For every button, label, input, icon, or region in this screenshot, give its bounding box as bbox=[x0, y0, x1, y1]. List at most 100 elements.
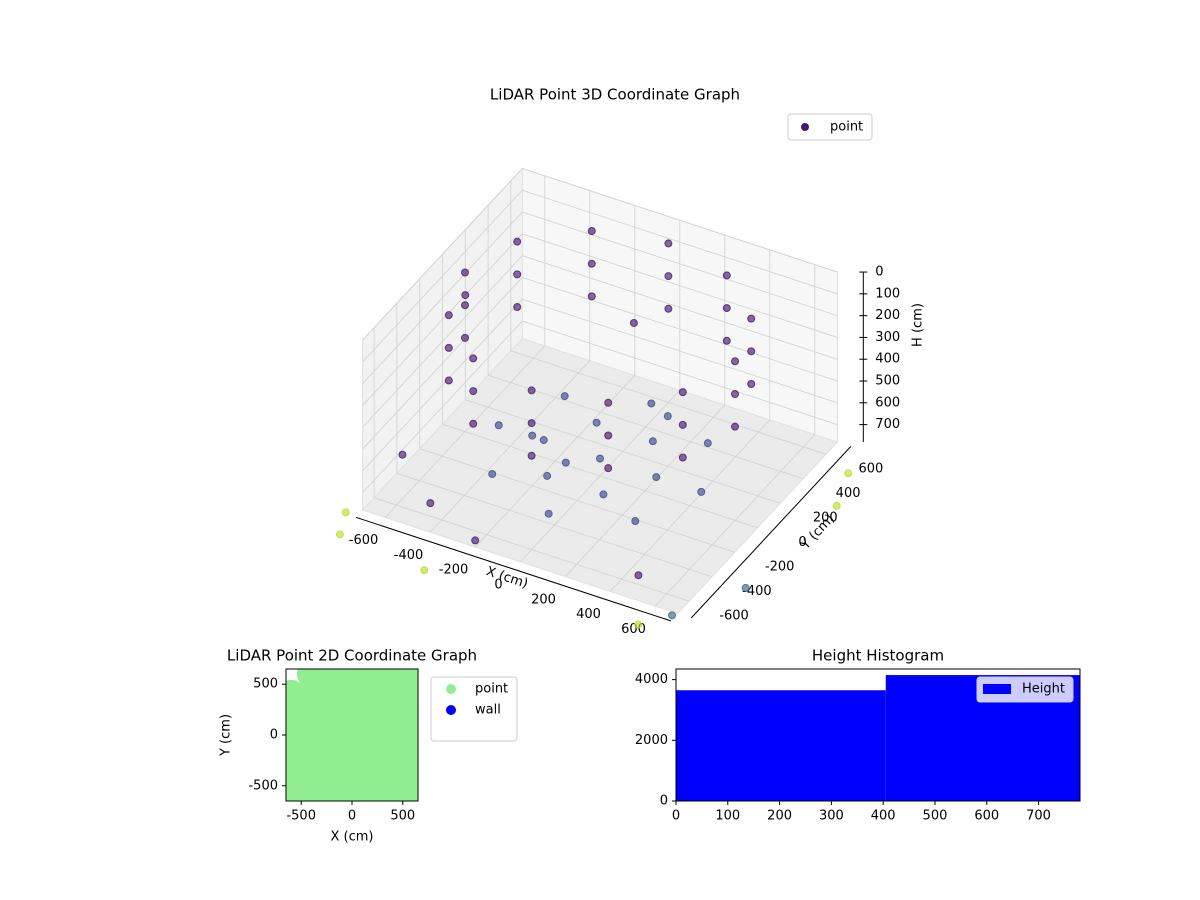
z-tick-label: 200 bbox=[875, 308, 900, 323]
z-tick-label: 300 bbox=[875, 330, 900, 345]
point bbox=[527, 386, 536, 395]
x-tick-label: 500 bbox=[390, 809, 415, 824]
plot-area bbox=[286, 669, 418, 801]
legend-marker bbox=[983, 684, 1011, 694]
grid-line bbox=[362, 277, 523, 450]
point bbox=[337, 700, 367, 730]
point bbox=[527, 451, 536, 460]
point bbox=[337, 679, 367, 709]
x-tick-label: -500 bbox=[286, 809, 316, 824]
grid-line bbox=[442, 423, 758, 529]
x-tick-label: 200 bbox=[531, 592, 556, 607]
point bbox=[664, 304, 673, 313]
point bbox=[357, 720, 387, 750]
point bbox=[378, 740, 408, 770]
point bbox=[420, 566, 429, 575]
point bbox=[747, 380, 756, 389]
point bbox=[378, 720, 408, 750]
point bbox=[561, 458, 570, 467]
z-tick-label: 700 bbox=[875, 417, 900, 432]
grid-line bbox=[487, 374, 804, 480]
point bbox=[697, 487, 706, 496]
point bbox=[544, 509, 553, 518]
x-tick-label: 0 bbox=[494, 578, 502, 593]
y-tick-label: 2000 bbox=[635, 733, 668, 748]
point bbox=[378, 700, 408, 730]
bar bbox=[676, 690, 886, 801]
point bbox=[731, 357, 739, 366]
x-tick-label: 0 bbox=[672, 809, 680, 824]
point bbox=[648, 437, 657, 446]
grid-line bbox=[465, 399, 781, 504]
point bbox=[461, 291, 470, 300]
y-tick-label: -600 bbox=[719, 609, 749, 624]
point bbox=[357, 679, 387, 709]
point bbox=[398, 450, 407, 459]
legend-label: Height bbox=[1022, 682, 1065, 697]
z-tick-label: 100 bbox=[875, 286, 900, 301]
point bbox=[471, 536, 480, 545]
grid-line bbox=[510, 350, 827, 455]
point bbox=[337, 720, 367, 750]
x-tick-label: 200 bbox=[767, 809, 792, 824]
point bbox=[703, 439, 712, 448]
point bbox=[296, 761, 326, 791]
point bbox=[378, 761, 408, 791]
x-tick-label: -400 bbox=[394, 548, 424, 563]
point bbox=[747, 347, 756, 356]
point bbox=[469, 354, 478, 363]
x-tick-label: 600 bbox=[974, 809, 999, 824]
grid-line bbox=[522, 168, 838, 273]
point bbox=[296, 679, 326, 709]
y-tick-label: 0 bbox=[270, 728, 278, 743]
point bbox=[596, 454, 604, 463]
point bbox=[604, 464, 613, 473]
point bbox=[664, 239, 673, 248]
point bbox=[378, 679, 408, 709]
x-tick-label: 600 bbox=[621, 622, 646, 637]
grid-line bbox=[522, 189, 838, 295]
z-tick-label: 0 bbox=[875, 265, 883, 280]
point bbox=[494, 421, 503, 430]
point bbox=[634, 571, 643, 580]
point bbox=[357, 740, 387, 770]
z-tick-label: 600 bbox=[875, 395, 900, 410]
grid-line bbox=[362, 211, 523, 384]
point bbox=[337, 740, 367, 770]
point bbox=[296, 720, 326, 750]
y-tick-label: 500 bbox=[253, 677, 278, 692]
point bbox=[469, 419, 478, 428]
grid-line bbox=[522, 277, 838, 382]
x-tick-label: 0 bbox=[348, 809, 356, 824]
point bbox=[832, 501, 841, 510]
point bbox=[652, 473, 661, 482]
chart-title: Height Histogram bbox=[812, 647, 944, 665]
point bbox=[513, 270, 522, 279]
grid-line bbox=[373, 497, 690, 602]
y-tick-label: 600 bbox=[858, 462, 883, 477]
point bbox=[587, 259, 596, 268]
point bbox=[461, 268, 469, 277]
point bbox=[634, 620, 643, 629]
legend-box bbox=[787, 113, 873, 141]
chart-title: LiDAR Point 3D Coordinate Graph bbox=[490, 86, 740, 104]
point bbox=[317, 679, 347, 709]
grid-line bbox=[362, 189, 523, 363]
grid-line bbox=[419, 448, 735, 553]
y-tick-label: 4000 bbox=[635, 672, 668, 687]
x-tick-label: -200 bbox=[439, 563, 469, 578]
point bbox=[398, 669, 418, 689]
point bbox=[604, 431, 613, 440]
point bbox=[731, 389, 739, 398]
grid-line bbox=[522, 211, 838, 317]
point bbox=[543, 471, 552, 480]
point bbox=[317, 700, 347, 730]
chart-title: LiDAR Point 2D Coordinate Graph bbox=[227, 647, 477, 665]
x-axis-label: X (cm) bbox=[331, 830, 374, 845]
grid-line bbox=[522, 233, 838, 338]
x-tick-label: 100 bbox=[715, 809, 740, 824]
grid-line bbox=[362, 233, 523, 406]
point bbox=[335, 530, 344, 539]
point bbox=[539, 436, 548, 445]
